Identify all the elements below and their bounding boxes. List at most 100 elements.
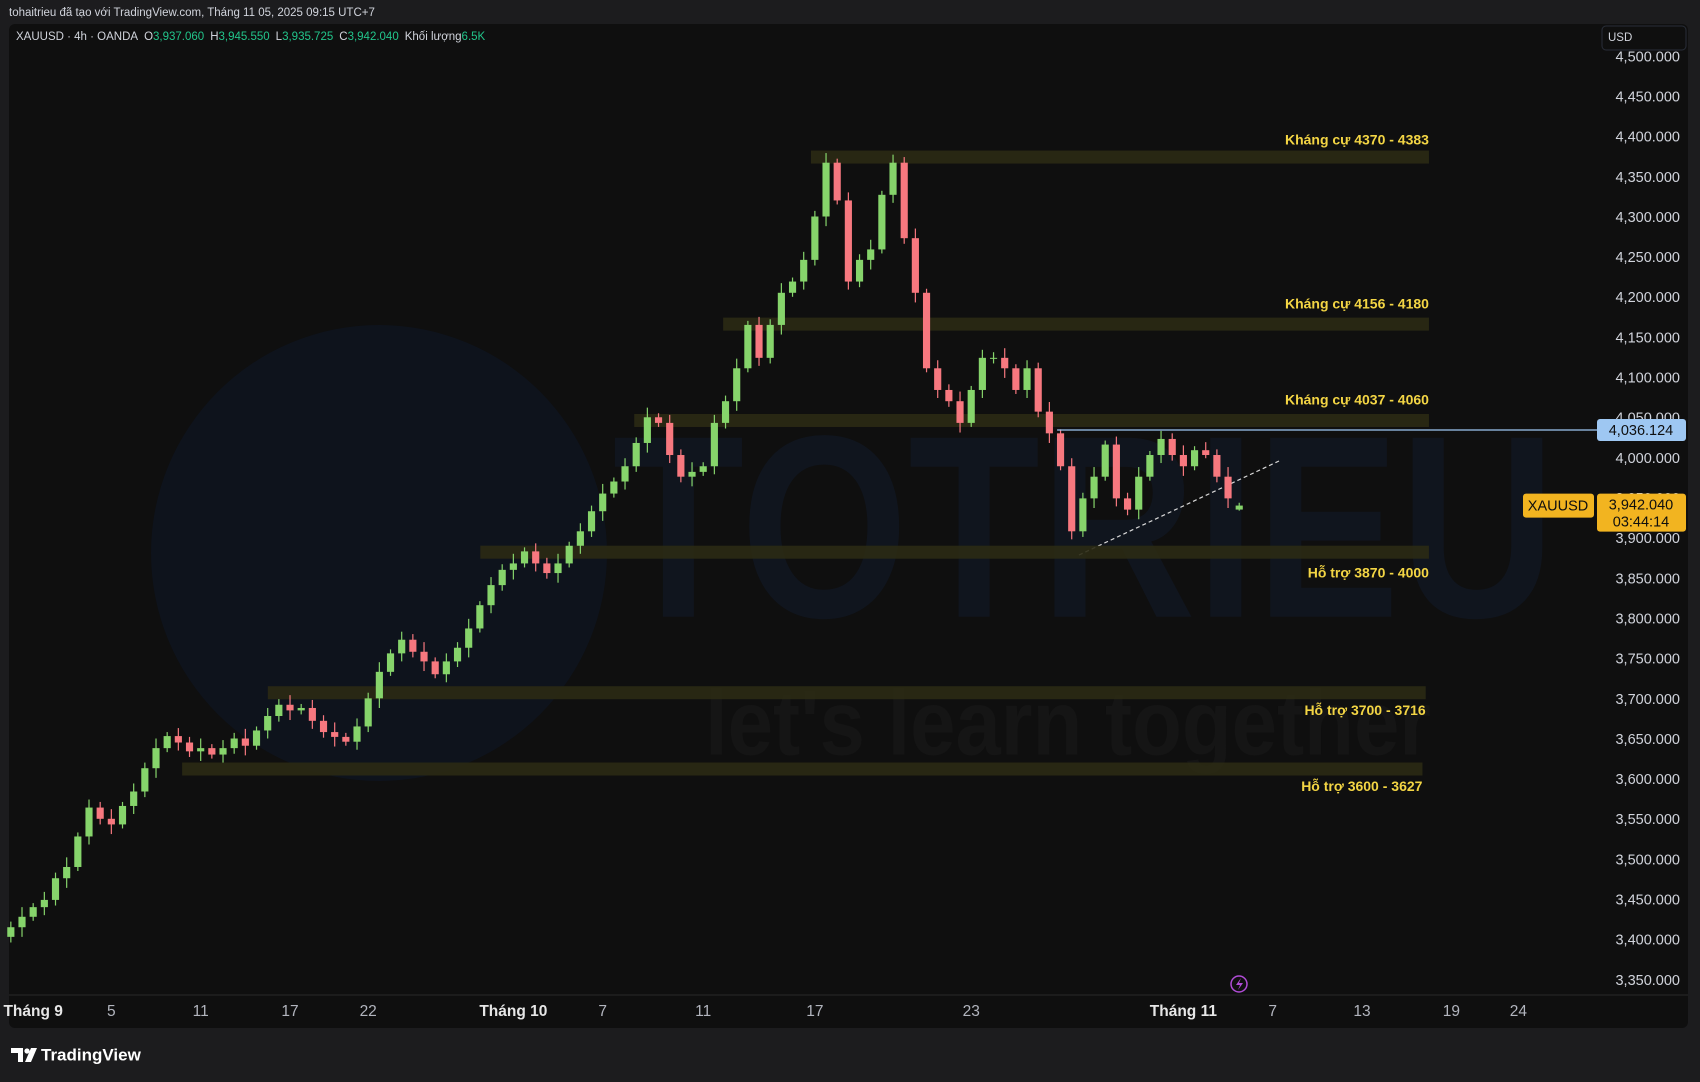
candle-body (1079, 498, 1087, 532)
legend-key: Khối lượng (405, 31, 462, 43)
x-tick-label: 5 (107, 1003, 116, 1020)
y-tick-label: 3,850.000 (1615, 571, 1680, 587)
zone-label: Hỗ trợ 3600 - 3627 (1301, 778, 1422, 794)
brand-logo (11, 1048, 37, 1062)
candle-body (621, 466, 629, 482)
y-tick-label: 4,250.000 (1615, 250, 1680, 266)
chart-panel (9, 24, 1688, 1028)
candle-body (833, 162, 841, 201)
candle-body (342, 736, 350, 742)
candle-body (498, 569, 506, 586)
last-symbol-box (1523, 493, 1594, 518)
y-tick-label: 3,450.000 (1615, 893, 1680, 909)
candle-body (208, 748, 216, 755)
x-tick-label: 7 (1268, 1003, 1277, 1020)
candle-body (1224, 476, 1232, 499)
events-icon-bolt (1236, 978, 1243, 990)
y-tick-label: 4,500.000 (1615, 49, 1680, 65)
candle-body (945, 389, 953, 402)
candle-body (386, 653, 395, 672)
attribution: tohaitrieu đã tạo với TradingView.com, T… (9, 7, 375, 19)
candle-body (576, 531, 584, 546)
candle-body (431, 661, 439, 675)
candle-body (130, 791, 138, 806)
candle-body (1001, 357, 1009, 369)
candle-body (420, 651, 428, 662)
candle-body (900, 162, 908, 239)
legend-symbol: XAUUSD · 4h · OANDA (16, 31, 138, 43)
candle-body (788, 281, 797, 293)
legend-key: H (210, 31, 218, 43)
candle-body (554, 563, 562, 574)
candle-body (688, 471, 696, 477)
x-tick-label: 17 (806, 1003, 823, 1020)
price-line-box (1597, 419, 1686, 442)
candle-body (599, 493, 607, 512)
candle-body (1135, 476, 1143, 510)
candle-body (185, 742, 194, 752)
candle-body (744, 324, 752, 369)
x-tick-label: 17 (281, 1003, 298, 1020)
candle-body (1123, 498, 1132, 510)
y-tick-label: 3,400.000 (1615, 933, 1680, 949)
x-tick-label: 19 (1443, 1003, 1460, 1020)
y-tick-label: 4,200.000 (1615, 290, 1680, 306)
zone-band (634, 413, 1429, 427)
candle-body (565, 545, 573, 564)
legend-value: 3,935.725 (282, 31, 333, 43)
candle-body (141, 768, 149, 792)
currency-label[interactable]: USD (1608, 32, 1632, 44)
candle-body (18, 916, 26, 928)
candle-body (230, 738, 238, 749)
candle-body (1112, 444, 1120, 499)
zone-label: Kháng cự 4370 - 4383 (1285, 132, 1429, 148)
brand-logo-dot (24, 1048, 30, 1054)
candle-body (867, 249, 875, 260)
y-tick-label: 3,350.000 (1615, 973, 1680, 989)
candle-body (1179, 455, 1187, 467)
candle-body (197, 748, 205, 752)
currency-button[interactable] (1601, 25, 1687, 51)
x-tick-label: 24 (1510, 1003, 1528, 1020)
x-tick-label: 22 (360, 1003, 377, 1020)
legend-value: 3,937.060 (153, 31, 204, 43)
legend-key: L (276, 31, 283, 43)
zone-label: Hỗ trợ 3700 - 3716 (1304, 702, 1425, 718)
candle-body (1213, 455, 1221, 477)
last-price-box (1597, 493, 1686, 532)
candle-body (1190, 450, 1199, 467)
x-tick-label: Tháng 9 (3, 1003, 63, 1020)
zone-band (267, 686, 1426, 700)
candle-body (1056, 433, 1065, 467)
last-symbol: XAUUSD (1528, 498, 1588, 514)
candle-body (844, 200, 852, 282)
candle-body (476, 605, 484, 629)
candle-body (978, 357, 986, 390)
y-tick-label: 4,350.000 (1615, 170, 1680, 186)
candle-body (811, 216, 819, 260)
candle-body (699, 466, 707, 472)
candle-body (63, 866, 71, 879)
x-tick-label: 13 (1353, 1003, 1370, 1020)
candle-body (375, 671, 383, 699)
legend-value: 3,945.550 (219, 31, 270, 43)
candle-body (74, 836, 82, 867)
candle-body (453, 647, 462, 662)
zone-band (480, 545, 1429, 559)
candle-body (654, 417, 663, 423)
candle-body (733, 368, 741, 402)
candle-body (7, 927, 15, 937)
candle-body (409, 639, 417, 652)
events-icon[interactable] (1230, 975, 1248, 993)
y-tick-label: 3,900.000 (1615, 531, 1680, 547)
y-tick-label: 4,000.000 (1615, 451, 1680, 467)
x-tick-label: Tháng 11 (1150, 1003, 1218, 1020)
candle-body (1202, 450, 1210, 456)
y-tick-label: 4,300.000 (1615, 210, 1680, 226)
candle-body (610, 481, 618, 494)
candle-body (721, 401, 730, 423)
candle-body (1235, 505, 1243, 510)
watermark-logo (151, 325, 607, 781)
candle-body (29, 907, 37, 917)
candle-body (264, 716, 272, 731)
